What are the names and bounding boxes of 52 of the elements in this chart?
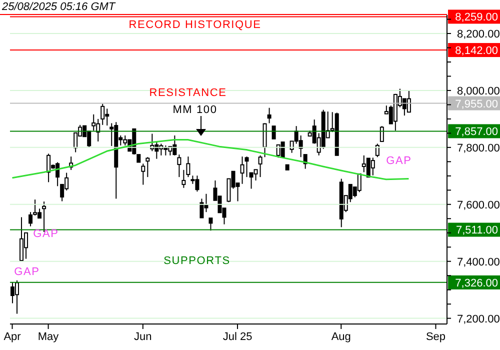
ref-line-label: 7,955.00	[455, 98, 498, 110]
candlestick	[200, 198, 204, 218]
candlestick	[100, 103, 105, 126]
annotation: GAP	[33, 228, 59, 240]
ref-line-label: 7,326.00	[455, 277, 498, 290]
candlestick	[267, 107, 272, 124]
line-series	[12, 138, 410, 180]
candlestick	[28, 212, 33, 227]
candlestick	[262, 122, 267, 158]
candlestick	[244, 156, 249, 178]
candlestick	[375, 143, 380, 158]
text: 25/08/2025 05:16 GMT	[1, 1, 116, 13]
candlestick	[186, 156, 190, 178]
annotation: GAP	[386, 155, 412, 167]
x-tick-label: Aug	[331, 331, 351, 343]
candlestick	[380, 126, 384, 143]
y-tick-label: 8,200.00	[457, 28, 500, 41]
x-tick-label: May	[38, 331, 60, 343]
x-tick-label: Sep	[426, 331, 446, 343]
x-tick-label: Jul 25	[222, 331, 252, 343]
annotation: SUPPORTS	[164, 255, 230, 267]
candlestick	[258, 154, 262, 178]
ref-line-label: 8,259.00	[455, 12, 498, 24]
ref-line-label: 8,142.00	[455, 45, 498, 58]
candlestick	[177, 154, 182, 178]
candlestick	[254, 169, 258, 181]
y-tick-label: 7,600.00	[457, 199, 500, 212]
ref-line-label: 7,511.00	[456, 224, 498, 237]
candlestick	[298, 134, 303, 158]
candlestick	[208, 218, 213, 232]
x-tick-label: Apr	[4, 331, 22, 343]
ref-line-label: 7,857.00	[455, 126, 498, 138]
candlestick	[406, 90, 411, 113]
x-tick-label: Jun	[134, 331, 152, 343]
annotation: GAP	[14, 266, 40, 278]
annotation: RESISTANCE	[149, 87, 227, 99]
candlestick	[370, 157, 375, 176]
y-tick-label: 7,200.00	[457, 313, 500, 326]
y-tick-label: 7,800.00	[457, 142, 500, 154]
candlestick	[92, 114, 96, 132]
candlestick	[182, 169, 186, 188]
candlestick	[20, 216, 24, 261]
annotation: RECORD HISTORIQUE	[128, 19, 262, 31]
y-tick-label: 7,400.00	[457, 256, 500, 268]
y-tick-label: 8,000.00	[457, 85, 500, 98]
annotation: MM 100	[172, 104, 218, 116]
candlestick	[141, 163, 146, 186]
candlestick	[146, 156, 150, 178]
candlestick	[357, 173, 362, 193]
candlestick	[46, 153, 51, 183]
candlestick	[240, 156, 244, 184]
candlestick	[272, 126, 276, 140]
